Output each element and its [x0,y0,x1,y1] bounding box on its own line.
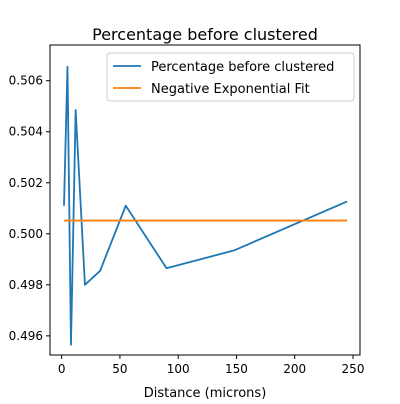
legend-label-2: Negative Exponential Fit [151,82,310,97]
legend-box [106,52,355,102]
y-tick-label: 0.504 [9,125,43,139]
x-tick-label: 150 [225,362,248,376]
y-tick-label: 0.502 [9,176,43,190]
legend-label-1: Percentage before clustered [151,60,334,75]
y-tick-label: 0.506 [9,74,43,88]
x-tick-label: 250 [342,362,365,376]
x-tick-label: 0 [58,362,66,376]
x-axis-label: Distance (microns) [144,386,267,400]
y-tick-label: 0.500 [9,227,43,241]
plot-area: 0 50 100 150 200 250 0.496 0.498 0.500 0.502 0.504… [9,44,365,376]
x-tick-label: 50 [112,362,127,376]
axes-frame [49,44,361,356]
legend: Percentage before clustered Negative Expo… [106,52,355,102]
y-tick-label: 0.498 [9,278,43,292]
series-line-1 [63,65,348,346]
chart-title: Percentage before clustered [92,25,318,44]
y-tick-label: 0.496 [9,329,43,343]
x-tick-label: 100 [167,362,190,376]
x-tick-label: 200 [283,362,306,376]
